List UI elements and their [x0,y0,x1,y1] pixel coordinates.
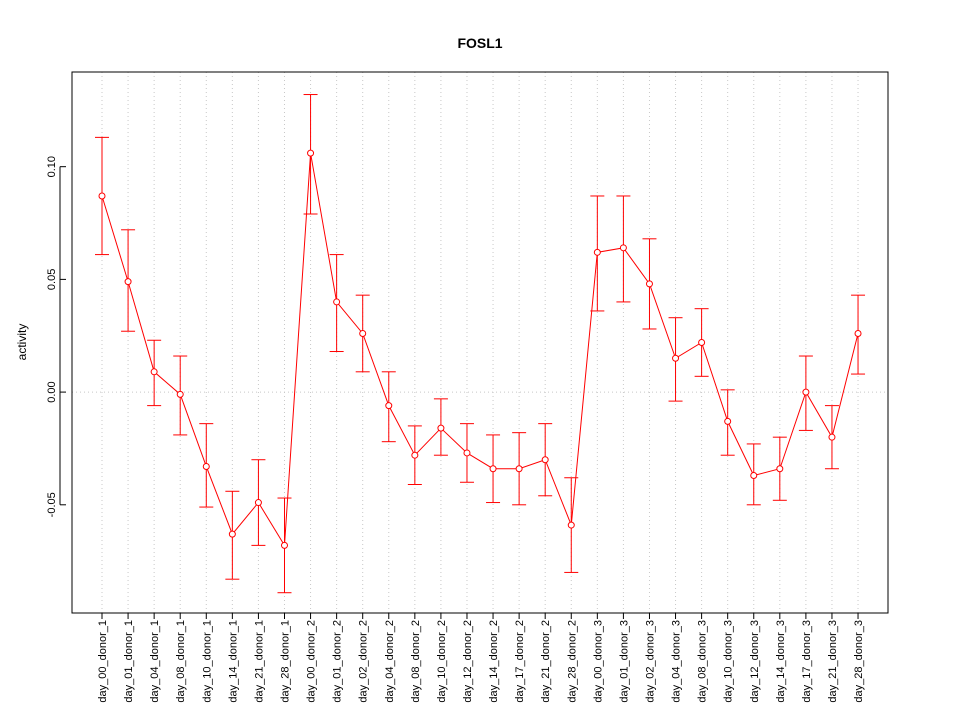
y-tick-label: 0.00 [46,381,58,402]
x-tick-label: day_28_donor_3 [853,620,865,703]
data-point [593,248,601,256]
data-point [724,417,732,425]
data-point [124,278,132,286]
data-point [828,433,836,441]
x-tick-label: day_01_donor_2 [332,620,344,703]
x-tick-label: day_17_donor_3 [801,620,813,703]
data-point [672,354,680,362]
x-tick-label: day_00_donor_2 [306,620,318,703]
x-tick-label: day_17_donor_2 [514,620,526,703]
x-tick-label: day_04_donor_3 [671,620,683,703]
x-tick-label: day_14_donor_2 [488,620,500,703]
x-tick-label: day_28_donor_1 [279,620,291,703]
x-axis: day_00_donor_1 day_01_donor_1 day_04_donor… [97,612,865,703]
data-point [228,530,236,538]
x-tick-label: day_10_donor_2 [436,620,448,703]
x-tick-label: day_21_donor_1 [253,620,265,703]
x-tick-label: day_08_donor_2 [410,620,422,703]
x-tick-label: day_14_donor_1 [227,620,239,703]
data-point [333,298,341,306]
x-tick-label: day_12_donor_2 [462,620,474,703]
series-line [101,153,859,547]
data-point [176,390,184,398]
x-tick-label: day_01_donor_3 [618,620,630,703]
x-tick-label: day_10_donor_1 [201,620,213,703]
x-tick-label: day_21_donor_3 [827,620,839,703]
x-tick-label: day_12_donor_3 [749,620,761,703]
data-point [645,280,653,288]
x-tick-label: day_04_donor_2 [384,620,396,703]
data-point [750,471,758,479]
data-point [359,329,367,337]
chart-title: FOSL1 [457,35,502,51]
x-tick-label: day_14_donor_3 [775,620,787,703]
y-tick-label: -0.05 [46,492,58,517]
data-point [489,465,497,473]
y-tick-label: 0.05 [46,269,58,290]
x-tick-label: day_21_donor_2 [540,620,552,703]
data-point [98,192,106,200]
data-point [307,149,315,157]
x-tick-label: day_02_donor_2 [358,620,370,703]
x-tick-label: day_10_donor_3 [723,620,735,703]
y-tick-label: 0.10 [46,156,58,177]
data-point [150,368,158,376]
data-point [854,329,862,337]
data-point [776,465,784,473]
x-tick-label: day_08_donor_3 [697,620,709,703]
data-point [411,451,419,459]
y-axis-label: activity [15,324,29,361]
data-point [567,521,575,529]
x-tick-label: day_00_donor_1 [97,620,109,703]
series-fosl1 [95,94,866,594]
x-tick-label: day_08_donor_1 [175,620,187,703]
data-point [280,541,288,549]
x-tick-label: day_02_donor_3 [644,620,656,703]
data-point [515,465,523,473]
data-point [619,244,627,252]
data-point [463,449,471,457]
x-tick-label: day_04_donor_1 [149,620,161,703]
data-point [698,339,706,346]
data-point [202,462,210,470]
y-axis: -0.05 0.00 0.05 0.10 [46,156,66,517]
data-point [254,499,262,507]
grid-layer [72,72,888,613]
data-point [437,424,445,432]
x-tick-label: day_00_donor_3 [592,620,604,703]
x-tick-label: day_01_donor_1 [123,620,135,703]
x-tick-label: day_28_donor_2 [566,620,578,703]
data-point [802,388,810,396]
data-point [541,456,549,464]
data-point [385,402,393,410]
plot-frame [71,71,889,614]
